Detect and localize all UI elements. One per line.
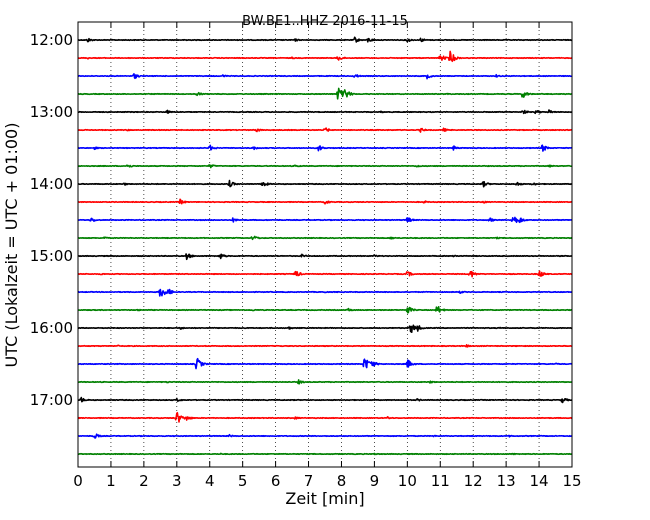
- x-tick-label: 11: [431, 472, 450, 490]
- seismogram-trace: [77, 306, 573, 314]
- seismogram-trace: [77, 50, 573, 63]
- x-tick-label: 3: [172, 472, 182, 490]
- seismogram-trace: [77, 433, 573, 439]
- x-tick-label: 8: [337, 472, 347, 490]
- x-tick-label: 5: [238, 472, 248, 490]
- plot-frame: [77, 21, 573, 468]
- x-tick-label: 10: [398, 472, 417, 490]
- x-axis-label: Zeit [min]: [285, 489, 364, 508]
- x-axis: 0 1 2 3 4 5 6 7 8 9 10 11 12 13 14 15: [73, 22, 582, 490]
- seismogram-trace: [77, 452, 573, 456]
- y-tick-label: 12:00: [30, 31, 73, 49]
- x-tick-label: 13: [497, 472, 516, 490]
- y-tick-label: 16:00: [30, 319, 73, 337]
- x-tick-label: 7: [304, 472, 314, 490]
- x-tick-label: 12: [464, 472, 483, 490]
- y-axis-label: UTC (Lokalzeit = UTC + 01:00): [2, 123, 21, 368]
- x-tick-label: 4: [205, 472, 215, 490]
- seismogram-trace: [77, 288, 573, 297]
- y-tick-label: 14:00: [30, 175, 73, 193]
- seismogram-trace: [77, 164, 573, 169]
- seismogram-trace: [77, 411, 573, 423]
- x-tick-label: 2: [139, 472, 149, 490]
- seismogram-trace: [77, 324, 573, 334]
- seismogram-trace: [77, 144, 573, 152]
- y-tick-label: 15:00: [30, 247, 73, 265]
- x-tick-label: 6: [271, 472, 281, 490]
- x-tick-label: 14: [530, 472, 549, 490]
- seismogram-trace: [77, 344, 573, 348]
- seismogram-trace: [77, 379, 573, 385]
- seismogram-trace: [77, 253, 573, 261]
- seismogram-trace: [77, 179, 573, 188]
- seismogram-trace: [77, 235, 573, 241]
- seismogram-trace: [77, 357, 573, 370]
- seismogram-trace: [77, 396, 573, 404]
- y-tick-label: 13:00: [30, 103, 73, 121]
- seismogram-trace: [77, 87, 573, 100]
- seismogram-trace: [77, 270, 573, 278]
- seismogram-trace: [77, 198, 573, 205]
- seismogram-trace: [77, 109, 573, 115]
- x-tick-label: 15: [562, 472, 581, 490]
- seismogram-trace: [77, 127, 573, 133]
- trace-group: [77, 36, 573, 456]
- x-tick-label: 0: [73, 472, 83, 490]
- y-axis: 12:00 13:00 14:00 15:00 16:00 17:00: [30, 31, 83, 409]
- y-tick-label: 17:00: [30, 391, 73, 409]
- seismogram-trace: [77, 36, 573, 43]
- x-tick-label: 9: [370, 472, 380, 490]
- x-tick-label: 1: [106, 472, 116, 490]
- seismogram-trace: [77, 73, 573, 80]
- seismogram-trace: [77, 216, 573, 224]
